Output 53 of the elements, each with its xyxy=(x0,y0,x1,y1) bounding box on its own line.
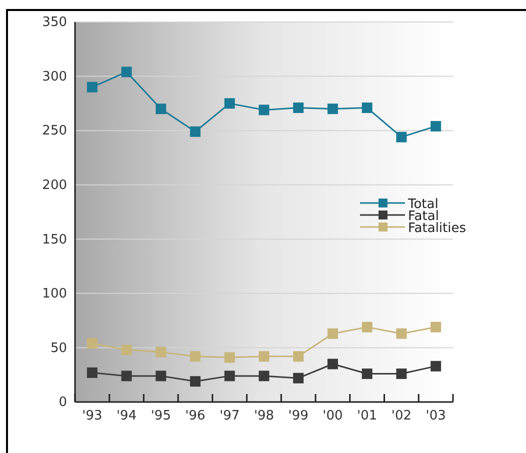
point xyxy=(258,351,270,362)
point xyxy=(190,126,201,137)
point xyxy=(362,322,372,332)
point xyxy=(293,351,304,362)
point xyxy=(293,372,304,384)
x-tick-label: '02 xyxy=(391,408,412,424)
point xyxy=(86,82,98,92)
point xyxy=(86,338,98,349)
x-tick-label: '95 xyxy=(150,408,171,424)
y-tick-label: 300 xyxy=(42,69,67,84)
point xyxy=(156,346,166,358)
point xyxy=(190,351,201,362)
x-tick-label: '98 xyxy=(254,408,274,424)
x-tick-label: '93 xyxy=(82,408,102,424)
point xyxy=(430,360,442,372)
point xyxy=(362,102,372,114)
point xyxy=(121,66,132,78)
point xyxy=(396,132,407,142)
point xyxy=(430,120,442,132)
x-tick-label: '00 xyxy=(322,408,343,424)
y-tick-label: 200 xyxy=(42,178,67,194)
point xyxy=(86,367,98,378)
x-tick-label: '01 xyxy=(357,408,378,424)
point xyxy=(121,344,132,356)
x-tick-label: '97 xyxy=(220,408,240,424)
point xyxy=(430,322,442,332)
point xyxy=(327,328,338,339)
point xyxy=(396,328,407,339)
point xyxy=(396,368,407,380)
point xyxy=(258,104,270,116)
point xyxy=(327,104,338,114)
point xyxy=(190,376,201,387)
point xyxy=(156,104,166,114)
point xyxy=(258,370,270,382)
point xyxy=(327,358,338,370)
legend-label: Fatalities xyxy=(408,221,466,236)
point xyxy=(156,370,166,382)
y-tick-label: 0 xyxy=(58,395,67,410)
point xyxy=(293,102,304,114)
y-tick-label: 100 xyxy=(42,286,67,302)
y-tick-label: 350 xyxy=(42,15,67,30)
y-tick-label: 150 xyxy=(42,232,67,248)
x-tick-label: '03 xyxy=(426,408,446,424)
point xyxy=(362,368,372,380)
x-tick-label: '99 xyxy=(288,408,308,424)
x-tick-label: '94 xyxy=(116,408,137,424)
point xyxy=(224,370,235,382)
x-tick-label: '96 xyxy=(185,408,206,424)
point xyxy=(224,352,235,363)
point xyxy=(121,370,132,382)
y-tick-label: 50 xyxy=(50,340,67,356)
y-tick-label: 250 xyxy=(42,124,67,139)
point xyxy=(224,98,235,109)
